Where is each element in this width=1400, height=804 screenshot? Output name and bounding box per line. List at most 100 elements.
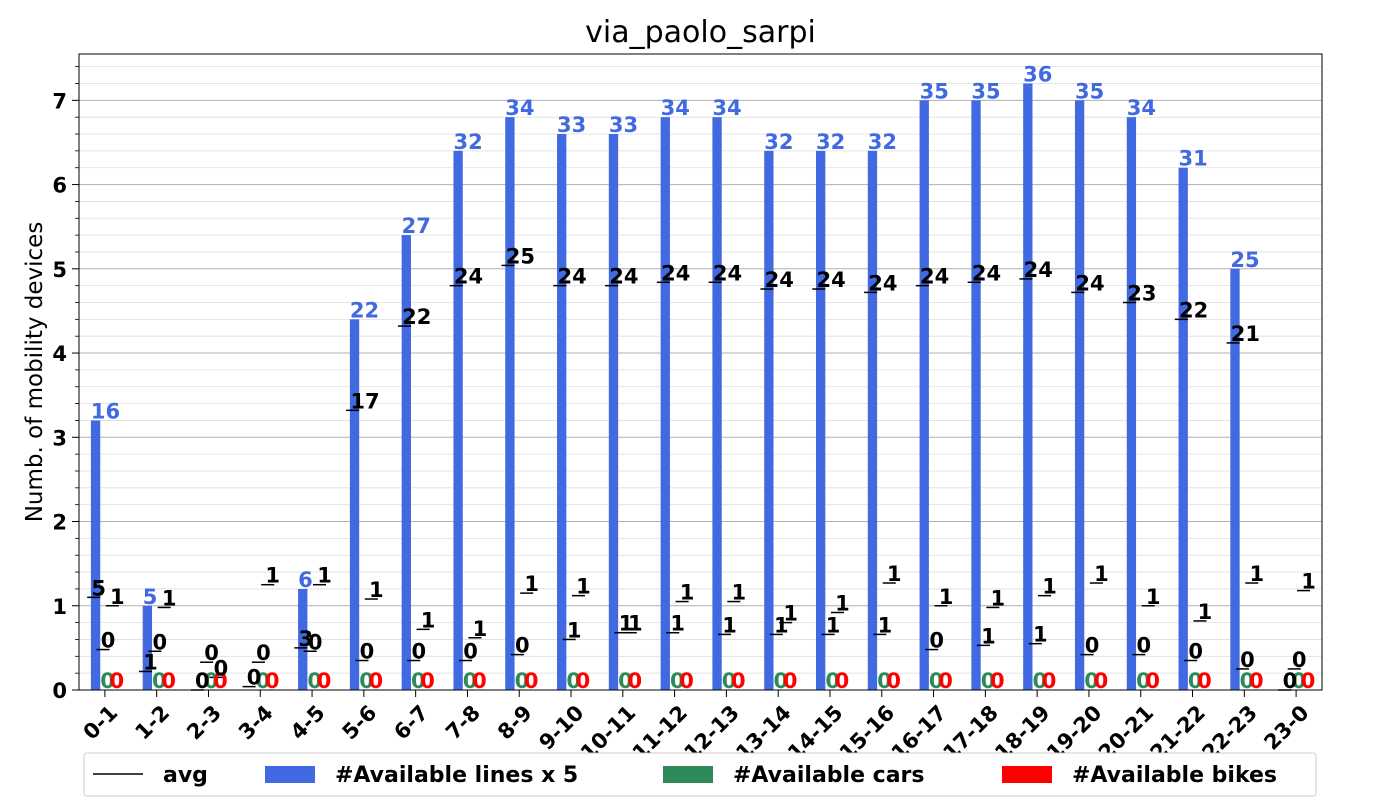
avg-bikes-label: 1	[369, 578, 384, 602]
avg-cars-label: 1	[670, 612, 685, 636]
avg-bikes-label: 1	[783, 602, 798, 626]
avg-lines-label: 17	[350, 389, 379, 413]
cars-bar-label: 0	[256, 669, 271, 693]
avg-cars-label: 0	[929, 629, 944, 653]
lines-bar	[453, 150, 463, 691]
x-tick-label: 7-8	[441, 701, 485, 745]
lines-bar	[1023, 83, 1033, 690]
x-tick-label: 23-0	[1260, 701, 1314, 755]
avg-lines-label: 24	[765, 268, 794, 292]
bikes-bar-label: 0	[627, 669, 642, 693]
y-tick-label: 6	[52, 174, 67, 198]
avg-bikes-label: 1	[265, 564, 280, 588]
lines-bar-label: 32	[764, 130, 793, 154]
bikes-bar-label: 0	[110, 669, 125, 693]
lines-bar-label: 22	[350, 298, 379, 322]
avg-cars-label: 0	[360, 640, 375, 664]
avg-cars-label: 1	[567, 618, 582, 642]
cars-bar-label: 0	[1032, 669, 1047, 693]
avg-lines-label: 1	[143, 650, 158, 674]
lines-bar-label: 34	[712, 96, 741, 120]
lines-bar-label: 35	[920, 79, 949, 103]
y-axis: 0 1 2 3 4 5 6 7	[52, 66, 79, 703]
bikes-bar-label: 0	[1249, 669, 1264, 693]
lines-bar	[401, 235, 411, 690]
cars-bar-label: 0	[307, 669, 322, 693]
avg-lines-label: 23	[1127, 282, 1156, 306]
avg-layer	[87, 264, 1311, 691]
bikes-bar-label: 0	[420, 669, 435, 693]
avg-cars-label: 0	[152, 630, 167, 654]
avg-cars-label: 0	[1188, 640, 1203, 664]
cars-bar-label: 0	[774, 669, 789, 693]
lines-bar	[764, 150, 774, 691]
lines-bar-label: 5	[143, 585, 158, 609]
avg-cars-label: 1	[722, 613, 737, 637]
avg-lines-label: 0	[195, 669, 210, 693]
lines-bar-label: 6	[298, 568, 313, 592]
avg-cars-label: 0	[101, 629, 116, 653]
x-tick-label: 1-2	[130, 701, 174, 745]
lines-bar	[1230, 268, 1240, 690]
bikes-bar-label: 0	[1197, 669, 1212, 693]
y-tick-label: 1	[52, 595, 67, 619]
avg-bikes-label: 1	[473, 617, 488, 641]
avg-bikes-label: 1	[1249, 562, 1264, 586]
avg-bikes-label: 1	[110, 585, 125, 609]
avg-bikes-label: 1	[1198, 600, 1213, 624]
cars-bar-label: 0	[1084, 669, 1099, 693]
lines-bar-label: 35	[1075, 79, 1104, 103]
cars-bar-label: 0	[722, 669, 737, 693]
avg-lines-label: 21	[1231, 322, 1260, 346]
cars-bar-label: 0	[515, 669, 530, 693]
cars-bar-label: 0	[152, 669, 167, 693]
avg-bikes-label: 1	[576, 575, 591, 599]
cars-bar-label: 0	[825, 669, 840, 693]
lines-bar	[90, 420, 101, 690]
lines-bar-label: 25	[1230, 248, 1259, 272]
lines-bar	[1178, 167, 1188, 690]
avg-cars-label: 0	[515, 634, 530, 658]
avg-lines-label: 24	[972, 261, 1001, 285]
avg-cars-label: 0	[204, 641, 219, 665]
avg-bikes-label: 0	[214, 656, 229, 680]
x-tick-label: 5-6	[338, 701, 382, 745]
lines-bar-label: 16	[91, 399, 120, 423]
x-tick-label: 6-7	[389, 701, 433, 745]
x-tick-label: 8-9	[493, 701, 537, 745]
avg-bikes-label: 1	[317, 564, 332, 588]
lines-bar-label: 34	[661, 96, 690, 120]
avg-lines-label: 24	[661, 261, 690, 285]
x-tick-label: 3-4	[234, 701, 278, 745]
lines-bar-label: 27	[402, 214, 431, 238]
avg-cars-label: 1	[1033, 623, 1048, 647]
avg-cars-label: 0	[308, 630, 323, 654]
legend-bikes-label: #Available bikes	[1072, 763, 1277, 788]
avg-bikes-label: 1	[162, 586, 177, 610]
lines-bar	[298, 588, 308, 690]
lines-bar	[1126, 117, 1137, 690]
avg-lines-label: 22	[402, 305, 431, 329]
bikes-bar-label: 0	[1042, 669, 1057, 693]
legend-cars-label: #Available cars	[733, 763, 925, 788]
lines-bar-label: 31	[1179, 147, 1208, 171]
avg-cars-label: 1	[774, 613, 789, 637]
avg-bikes-label: 1	[732, 581, 747, 605]
avg-bikes-label: 1	[1094, 562, 1109, 586]
lines-bar-label: 35	[971, 79, 1000, 103]
lines-bar	[867, 150, 878, 691]
avg-lines-label: 24	[868, 271, 897, 295]
y-tick-label: 0	[52, 679, 67, 703]
bikes-bar-label: 0	[679, 669, 694, 693]
legend: avg #Available lines x 5 #Available cars…	[83, 752, 1317, 797]
bikes-bar-label: 0	[886, 669, 901, 693]
lines-bar	[142, 605, 153, 690]
bikes-bar-label: 0	[835, 669, 850, 693]
chart-title: via_paolo_sarpi	[585, 15, 816, 50]
avg-lines-label: 24	[816, 268, 845, 292]
lines-bar	[971, 100, 981, 691]
bikes-bar-label: 0	[783, 669, 798, 693]
cars-bar-label: 0	[411, 669, 426, 693]
lines-bar	[349, 319, 360, 690]
